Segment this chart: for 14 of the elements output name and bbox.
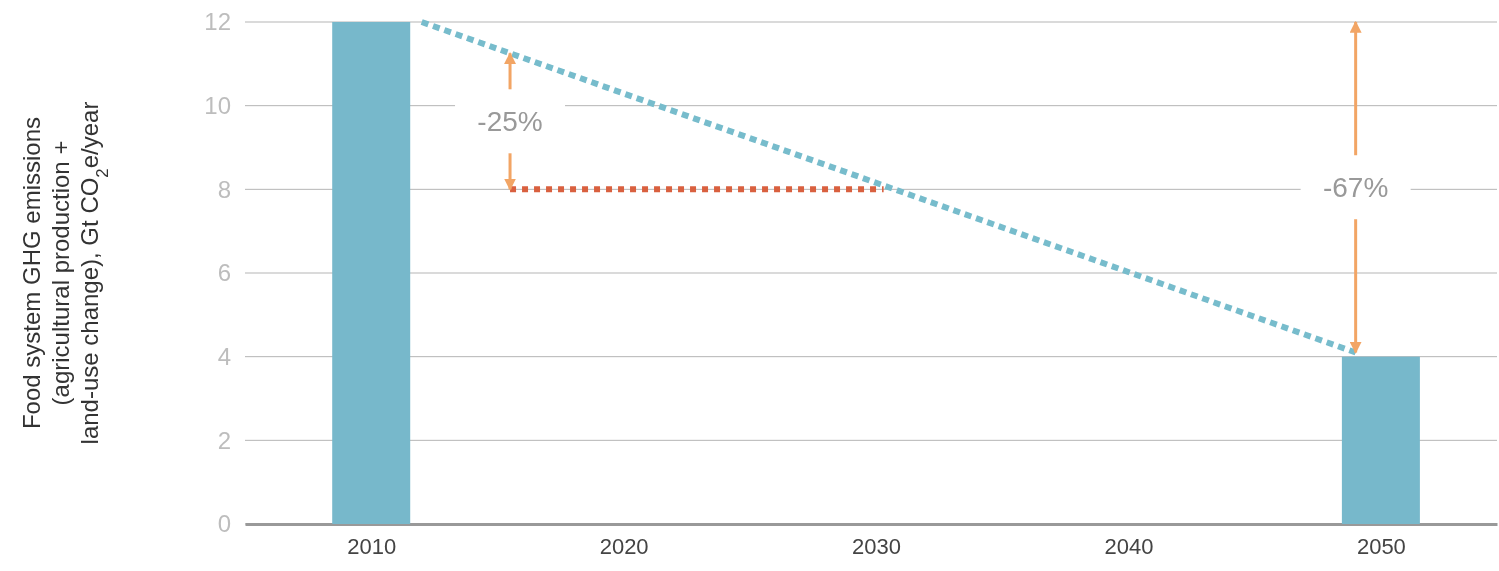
y-tick-label: 6 bbox=[217, 259, 231, 287]
y-tick-label: 0 bbox=[217, 510, 231, 538]
x-tick-label: 2050 bbox=[1356, 533, 1406, 559]
y-tick-label: 10 bbox=[204, 91, 231, 119]
x-tick-label: 2040 bbox=[1104, 533, 1154, 559]
x-tick-label: 2030 bbox=[852, 533, 902, 559]
x-tick-label: 2010 bbox=[347, 533, 397, 559]
x-tick-label: 2020 bbox=[599, 533, 649, 559]
y-tick-label: 4 bbox=[217, 342, 231, 370]
y-tick-label: 8 bbox=[217, 175, 231, 203]
annotation: -25% bbox=[477, 106, 543, 138]
y-tick-label: 2 bbox=[217, 426, 231, 454]
y-tick-label: 12 bbox=[204, 8, 231, 36]
annotation: -67% bbox=[1322, 172, 1389, 204]
